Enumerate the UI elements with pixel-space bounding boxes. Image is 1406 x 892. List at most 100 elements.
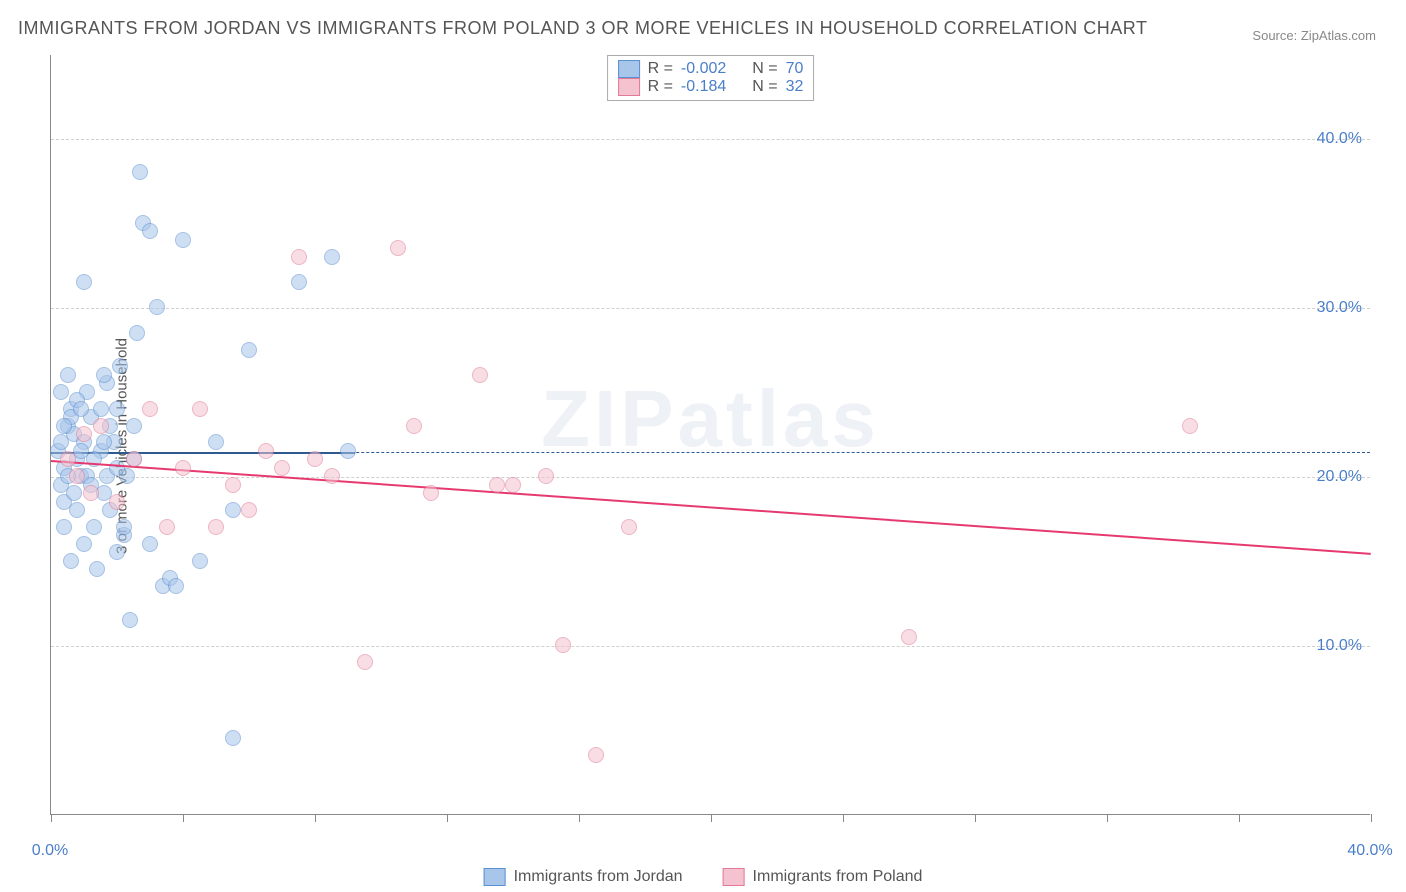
xtick	[51, 814, 52, 822]
data-point	[406, 418, 422, 434]
data-point	[69, 468, 85, 484]
data-point	[63, 553, 79, 569]
ytick-label: 10.0%	[1317, 637, 1362, 655]
r-label: R =	[648, 78, 673, 96]
data-point	[555, 637, 571, 653]
data-point	[129, 325, 145, 341]
gridline	[51, 308, 1370, 309]
n-value: 70	[786, 60, 804, 78]
swatch-poland	[618, 78, 640, 96]
data-point	[505, 477, 521, 493]
data-point	[159, 519, 175, 535]
legend-item-jordan: Immigrants from Jordan	[484, 868, 683, 886]
data-point	[109, 544, 125, 560]
ytick-label: 20.0%	[1317, 468, 1362, 486]
gridline	[51, 646, 1370, 647]
stats-row-poland: R = -0.184 N = 32	[618, 78, 804, 96]
source-name: ZipAtlas.com	[1301, 28, 1376, 43]
xtick-label: 40.0%	[1347, 842, 1392, 860]
data-point	[489, 477, 505, 493]
data-point	[340, 443, 356, 459]
data-point	[241, 342, 257, 358]
data-point	[76, 274, 92, 290]
data-point	[225, 502, 241, 518]
xtick	[447, 814, 448, 822]
data-point	[258, 443, 274, 459]
data-point	[149, 299, 165, 315]
xtick	[711, 814, 712, 822]
legend-label: Immigrants from Jordan	[514, 868, 683, 886]
r-value: -0.184	[681, 78, 726, 96]
data-point	[116, 519, 132, 535]
stats-legend-box: R = -0.002 N = 70 R = -0.184 N = 32	[607, 55, 815, 101]
source-attribution: Source: ZipAtlas.com	[1252, 28, 1376, 43]
data-point	[93, 418, 109, 434]
data-point	[142, 223, 158, 239]
data-point	[538, 468, 554, 484]
xtick	[843, 814, 844, 822]
data-point	[1182, 418, 1198, 434]
data-point	[109, 460, 125, 476]
chart-title: IMMIGRANTS FROM JORDAN VS IMMIGRANTS FRO…	[18, 18, 1147, 39]
r-value: -0.002	[681, 60, 726, 78]
data-point	[56, 418, 72, 434]
data-point	[109, 494, 125, 510]
plot-area: ZIPatlas R = -0.002 N = 70 R = -0.184 N …	[50, 55, 1370, 815]
data-point	[93, 401, 109, 417]
data-point	[588, 747, 604, 763]
n-value: 32	[786, 78, 804, 96]
data-point	[423, 485, 439, 501]
data-point	[390, 240, 406, 256]
xtick	[315, 814, 316, 822]
data-point	[109, 401, 125, 417]
ytick-label: 30.0%	[1317, 299, 1362, 317]
data-point	[208, 519, 224, 535]
data-point	[291, 249, 307, 265]
xtick-label: 0.0%	[32, 842, 68, 860]
data-point	[76, 426, 92, 442]
xtick	[1371, 814, 1372, 822]
data-point	[357, 654, 373, 670]
data-point	[621, 519, 637, 535]
data-point	[126, 418, 142, 434]
n-label: N =	[752, 78, 777, 96]
stats-row-jordan: R = -0.002 N = 70	[618, 60, 804, 78]
data-point	[274, 460, 290, 476]
xtick	[975, 814, 976, 822]
data-point	[192, 401, 208, 417]
r-label: R =	[648, 60, 673, 78]
data-point	[142, 536, 158, 552]
xtick	[1107, 814, 1108, 822]
bottom-legend: Immigrants from Jordan Immigrants from P…	[484, 868, 923, 886]
gridline	[51, 139, 1370, 140]
data-point	[69, 502, 85, 518]
data-point	[60, 367, 76, 383]
data-point	[60, 451, 76, 467]
data-point	[324, 468, 340, 484]
data-point	[96, 434, 112, 450]
data-point	[126, 451, 142, 467]
data-point	[142, 401, 158, 417]
data-point	[83, 485, 99, 501]
data-point	[56, 519, 72, 535]
data-point	[324, 249, 340, 265]
legend-item-poland: Immigrants from Poland	[723, 868, 923, 886]
data-point	[901, 629, 917, 645]
data-point	[472, 367, 488, 383]
data-point	[307, 451, 323, 467]
legend-label: Immigrants from Poland	[753, 868, 923, 886]
xtick	[579, 814, 580, 822]
data-point	[291, 274, 307, 290]
data-point	[225, 730, 241, 746]
data-point	[132, 164, 148, 180]
swatch-jordan	[618, 60, 640, 78]
data-point	[66, 485, 82, 501]
data-point	[241, 502, 257, 518]
data-point	[89, 561, 105, 577]
data-point	[112, 358, 128, 374]
data-point	[73, 401, 89, 417]
data-point	[86, 519, 102, 535]
swatch-poland-icon	[723, 868, 745, 886]
data-point	[96, 367, 112, 383]
swatch-jordan-icon	[484, 868, 506, 886]
